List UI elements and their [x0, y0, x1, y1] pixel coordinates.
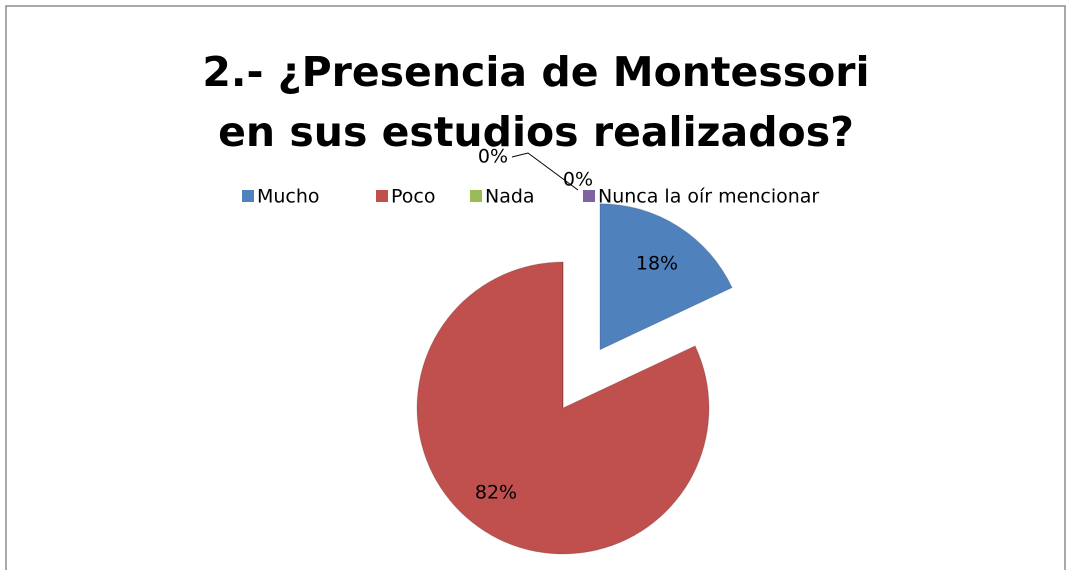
legend-label: Poco — [391, 186, 435, 208]
legend-label: Nunca la oír mencionar — [598, 186, 819, 208]
pie-slice — [416, 261, 710, 555]
legend-swatch — [242, 190, 254, 202]
legend-swatch — [583, 190, 595, 202]
chart-title: 2.- ¿Presencia de Montessori en sus estu… — [202, 48, 870, 156]
leader-line — [511, 152, 579, 191]
data-label: 0% — [478, 146, 508, 168]
legend-label: Nada — [485, 186, 535, 208]
legend-swatch — [470, 190, 482, 202]
pie-slice — [599, 203, 733, 351]
legend-label: Mucho — [257, 186, 320, 208]
data-label: 82% — [475, 482, 517, 504]
data-label: 18% — [636, 253, 678, 275]
legend-swatch — [376, 190, 388, 202]
data-label: 0% — [563, 169, 593, 191]
